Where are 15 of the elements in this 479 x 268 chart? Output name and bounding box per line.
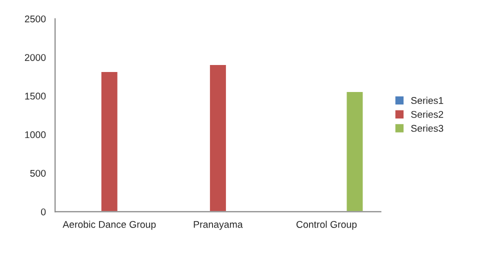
y-tick-label: 1500 [25,92,46,100]
x-tick-label: Aerobic Dance Group [62,220,156,230]
y-tick-label: 2500 [24,15,46,22]
y-tick-label: 1000 [25,131,46,138]
bar [345,90,364,212]
x-tick-label: Pranayama [194,221,243,230]
x-tick-label: Control Group [296,220,357,230]
legend-label: Series2 [411,110,444,118]
y-tick-label: 2000 [24,54,46,61]
y-tick-label: 500 [30,170,46,177]
legend-label: Series3 [411,124,444,132]
legend-label: Series1 [411,96,444,104]
bar [208,64,228,212]
y-tick-label: 0 [41,208,46,216]
bar [100,70,119,212]
